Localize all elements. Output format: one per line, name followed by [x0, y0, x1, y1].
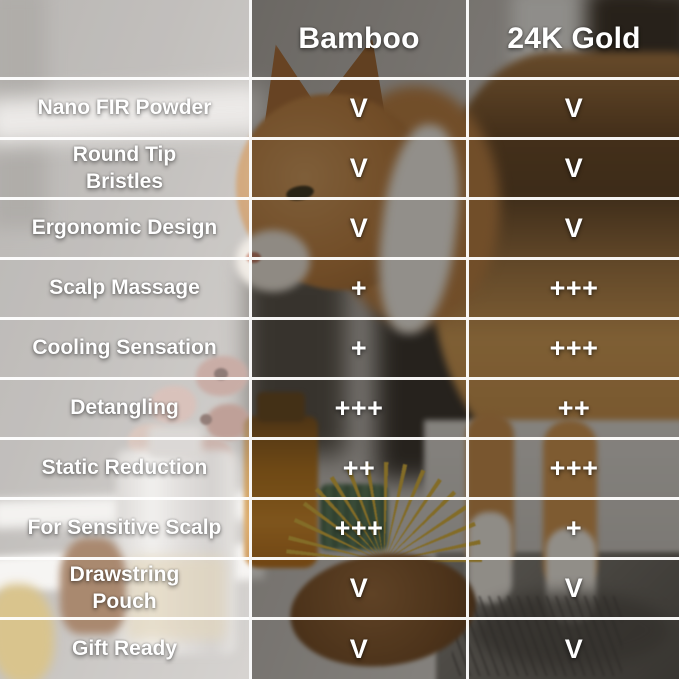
bamboo-value: +: [249, 257, 466, 317]
bamboo-value: V: [249, 77, 466, 137]
feature-label: Gift Ready: [0, 617, 249, 679]
feature-label: For Sensitive Scalp: [0, 497, 249, 557]
gold-value: +++: [466, 317, 679, 377]
flower: [206, 404, 250, 440]
gold-value: V: [466, 197, 679, 257]
feature-label: Nano FIR Powder: [0, 77, 249, 137]
bristle-shadows: [452, 596, 622, 676]
gold-value: +++: [466, 437, 679, 497]
bamboo-value: +: [249, 317, 466, 377]
glass-bottle-neck: [148, 426, 202, 458]
gold-value: +: [466, 497, 679, 557]
bamboo-value: +++: [249, 497, 466, 557]
header-feature-cell: [0, 0, 249, 77]
gold-value: ++: [466, 377, 679, 437]
gold-value: V: [466, 557, 679, 617]
amber-bottle-cap: [257, 392, 305, 422]
feature-label: Static Reduction: [0, 437, 249, 497]
header-bamboo: Bamboo: [249, 0, 466, 77]
label-column-overlay: [0, 0, 249, 679]
flower-center: [200, 414, 212, 425]
feature-label: Round Tip Bristles: [0, 137, 249, 197]
value-columns-overlay: [249, 0, 679, 679]
gold-ornament: [0, 584, 54, 679]
bamboo-value: V: [249, 137, 466, 197]
gold-value: +++: [466, 257, 679, 317]
feature-label: Scalp Massage: [0, 257, 249, 317]
bamboo-value: V: [249, 557, 466, 617]
flower: [150, 386, 196, 424]
feature-label: Ergonomic Design: [0, 197, 249, 257]
bamboo-value: ++: [249, 437, 466, 497]
feature-label: Cooling Sensation: [0, 317, 249, 377]
feature-label: Detangling: [0, 377, 249, 437]
header-24k-gold: 24K Gold: [466, 0, 679, 77]
gold-value: V: [466, 137, 679, 197]
gold-value: V: [466, 77, 679, 137]
bamboo-value: V: [249, 197, 466, 257]
feature-label: Drawstring Pouch: [0, 557, 249, 617]
glass-bottle-liquid: [126, 556, 226, 640]
gold-value: V: [466, 617, 679, 679]
bamboo-value: V: [249, 617, 466, 679]
bamboo-value: +++: [249, 377, 466, 437]
